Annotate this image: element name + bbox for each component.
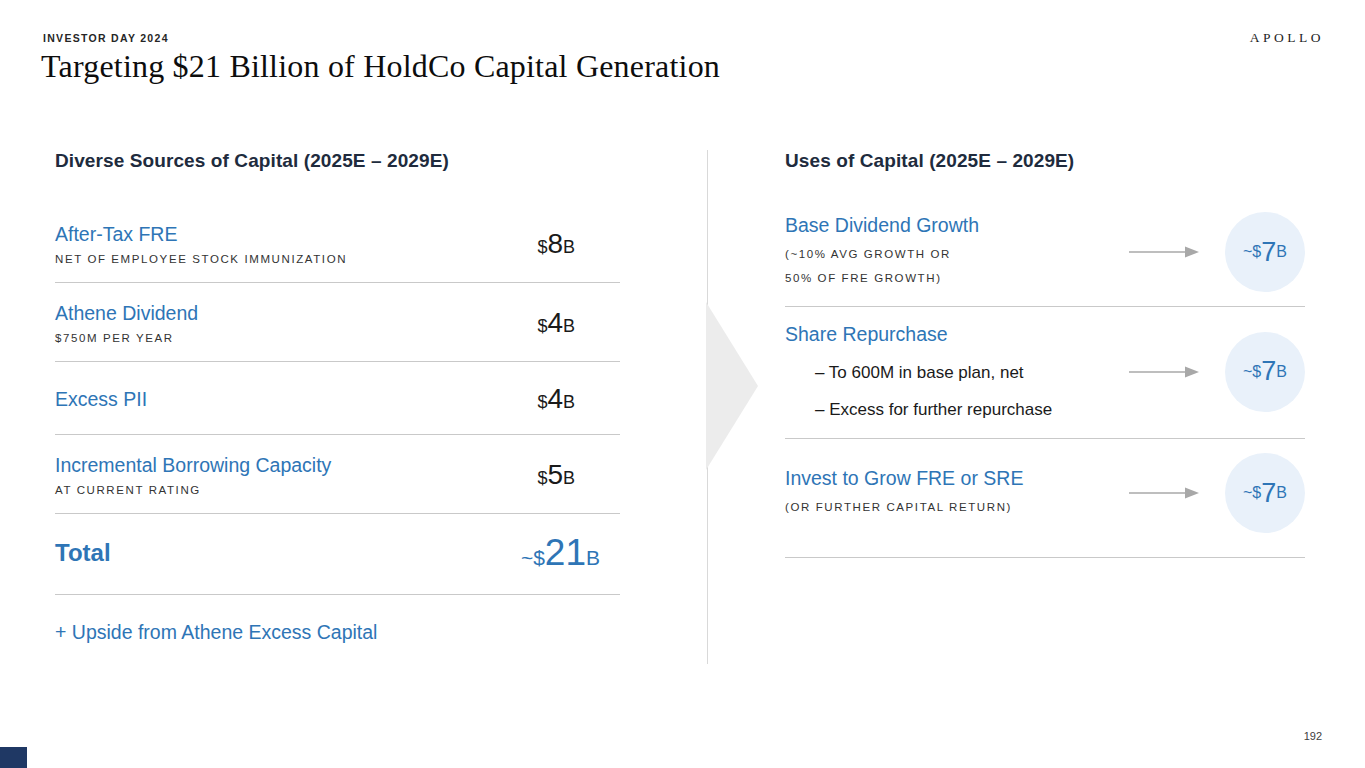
slide: INVESTOR DAY 2024 Targeting $21 Billion …: [0, 0, 1365, 768]
source-row-value: $8B: [537, 228, 620, 260]
total-row: Total ~$21B: [55, 514, 620, 595]
sources-header: Diverse Sources of Capital (2025E – 2029…: [55, 150, 620, 172]
total-value: ~$21B: [521, 532, 620, 574]
use-row-subtitle: (OR FURTHER CAPITAL RETURN): [785, 496, 1129, 520]
source-row-incremental-borrowing: Incremental Borrowing Capacity AT CURREN…: [55, 435, 620, 514]
value-circle: ~$7B: [1225, 453, 1305, 533]
use-row-title: Invest to Grow FRE or SRE: [785, 467, 1129, 490]
use-row-share-repurchase: Share Repurchase – To 600M in base plan,…: [785, 307, 1305, 439]
use-row-title: Base Dividend Growth: [785, 214, 1129, 237]
use-row-base-dividend-growth: Base Dividend Growth (~10% AVG GROWTH OR…: [785, 200, 1305, 307]
eyebrow-label: INVESTOR DAY 2024: [43, 32, 169, 44]
use-row-subtitle: (~10% AVG GROWTH OR 50% OF FRE GROWTH): [785, 243, 1129, 290]
uses-header: Uses of Capital (2025E – 2029E): [785, 150, 1305, 172]
total-label: Total: [55, 539, 111, 567]
source-row-subtitle: NET OF EMPLOYEE STOCK IMMUNIZATION: [55, 253, 347, 265]
footer-accent-bar: [0, 747, 27, 768]
source-row-title: Athene Dividend: [55, 302, 198, 325]
sources-panel: Diverse Sources of Capital (2025E – 2029…: [55, 150, 620, 644]
source-row-value: $4B: [537, 383, 620, 415]
uses-panel: Uses of Capital (2025E – 2029E) Base Div…: [785, 150, 1305, 558]
source-row-subtitle: $750M PER YEAR: [55, 332, 198, 344]
use-row-invest-to-grow: Invest to Grow FRE or SRE (OR FURTHER CA…: [785, 439, 1305, 558]
page-number: 192: [1304, 730, 1322, 742]
source-row-after-tax-fre: After-Tax FRE NET OF EMPLOYEE STOCK IMMU…: [55, 204, 620, 283]
source-row-title: Excess PII: [55, 388, 147, 411]
bullet-item: – Excess for further repurchase: [815, 400, 1129, 420]
flow-chevron-icon: [706, 302, 758, 470]
flow-arrow-icon: [1129, 365, 1199, 379]
source-row-title: After-Tax FRE: [55, 223, 347, 246]
flow-arrow-icon: [1129, 245, 1199, 259]
upside-footnote: + Upside from Athene Excess Capital: [55, 621, 620, 644]
source-row-title: Incremental Borrowing Capacity: [55, 454, 331, 477]
value-circle: ~$7B: [1225, 212, 1305, 292]
source-row-excess-pii: Excess PII $4B: [55, 362, 620, 435]
source-row-value: $4B: [537, 307, 620, 339]
use-row-title: Share Repurchase: [785, 323, 1129, 346]
value-circle: ~$7B: [1225, 332, 1305, 412]
slide-title: Targeting $21 Billion of HoldCo Capital …: [41, 48, 720, 85]
flow-arrow-icon: [1129, 486, 1199, 500]
apollo-logo: APOLLO: [1250, 30, 1324, 46]
source-row-subtitle: AT CURRENT RATING: [55, 484, 331, 496]
bullet-item: – To 600M in base plan, net: [815, 363, 1129, 383]
source-row-athene-dividend: Athene Dividend $750M PER YEAR $4B: [55, 283, 620, 362]
source-row-value: $5B: [537, 459, 620, 491]
